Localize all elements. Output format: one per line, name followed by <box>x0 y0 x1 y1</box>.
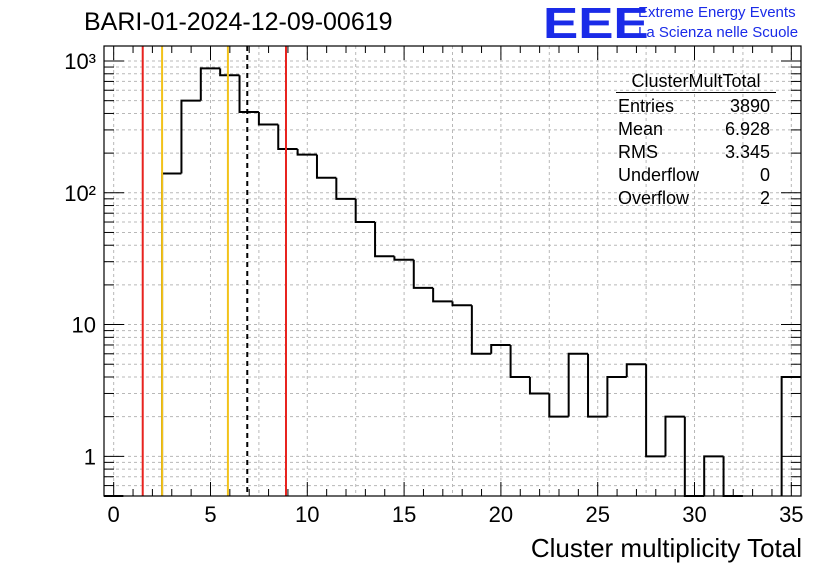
stats-row-mean: Mean 6.928 <box>612 118 776 141</box>
histogram-bin <box>199 67 221 101</box>
histogram-bin <box>645 364 666 458</box>
chart-title: BARI-01-2024-12-09-00619 <box>84 8 393 36</box>
x-tick-label: 0 <box>108 502 120 527</box>
histogram-bin <box>625 363 647 377</box>
histogram-bin <box>335 177 356 200</box>
histogram-bin <box>548 393 569 418</box>
eee-logo: EEE <box>543 0 649 48</box>
histogram-bin <box>180 99 201 174</box>
stats-value: 2 <box>759 188 770 208</box>
stats-row-entries: Entries 3890 <box>612 95 776 118</box>
histogram-bin <box>567 352 589 417</box>
y-tick-label: 1 <box>84 444 96 469</box>
stats-box: ClusterMultTotal Entries 3890 Mean 6.928… <box>612 70 776 210</box>
x-tick-label: 35 <box>779 502 803 527</box>
x-tick-label: 20 <box>489 502 513 527</box>
stats-value: 0 <box>759 165 770 185</box>
y-tick-label: 10² <box>64 181 96 206</box>
y-tick-label: 10³ <box>64 49 96 74</box>
plot-frame <box>103 45 802 497</box>
stats-row-rms: RMS 3.345 <box>612 141 776 164</box>
stats-label: RMS <box>618 142 658 162</box>
histogram-bin <box>315 154 337 179</box>
x-axis-title: Cluster multiplicity Total <box>530 533 802 563</box>
y-tick-label: 10 <box>72 313 96 338</box>
x-tick-label: 15 <box>392 502 416 527</box>
histogram-bin <box>703 455 724 496</box>
stats-label: Underflow <box>618 165 700 185</box>
stats-row-underflow: Underflow 0 <box>612 164 776 187</box>
x-tick-label: 5 <box>204 502 216 527</box>
stats-value: 6.928 <box>724 119 770 139</box>
histogram-bin <box>490 343 511 354</box>
histogram-bin <box>296 148 317 156</box>
x-tick-label: 30 <box>682 502 706 527</box>
stats-value: 3890 <box>729 96 770 116</box>
histogram-bin <box>374 222 395 258</box>
histogram-bin <box>664 415 685 457</box>
stats-label: Mean <box>618 119 664 139</box>
x-tick-label: 25 <box>585 502 609 527</box>
histogram-bin <box>238 75 259 114</box>
histogram-bin <box>257 112 279 126</box>
histogram-bin <box>354 198 376 224</box>
histogram-bin <box>451 301 472 307</box>
histogram-bin <box>219 68 240 77</box>
histogram-bin <box>470 305 492 355</box>
stats-label: Entries <box>618 96 675 116</box>
histogram-bin <box>277 124 298 150</box>
histogram-bin <box>412 259 434 289</box>
stats-box-title: ClusterMultTotal <box>616 70 776 93</box>
stats-row-overflow: Overflow 2 <box>612 187 776 210</box>
histogram-bin <box>606 375 627 417</box>
stats-label: Overflow <box>618 188 690 208</box>
logo-caption-line1: Extreme Energy Events <box>638 4 796 21</box>
histogram-bin <box>587 353 608 418</box>
histogram-bin <box>509 344 530 378</box>
logo-caption-line2: La Scienza nelle Scuole <box>638 24 799 41</box>
histogram-bin <box>432 287 453 303</box>
stats-value: 3.345 <box>724 142 770 162</box>
histogram-bin <box>528 376 550 395</box>
histogram-bin <box>393 256 414 261</box>
x-tick-label: 10 <box>295 502 319 527</box>
